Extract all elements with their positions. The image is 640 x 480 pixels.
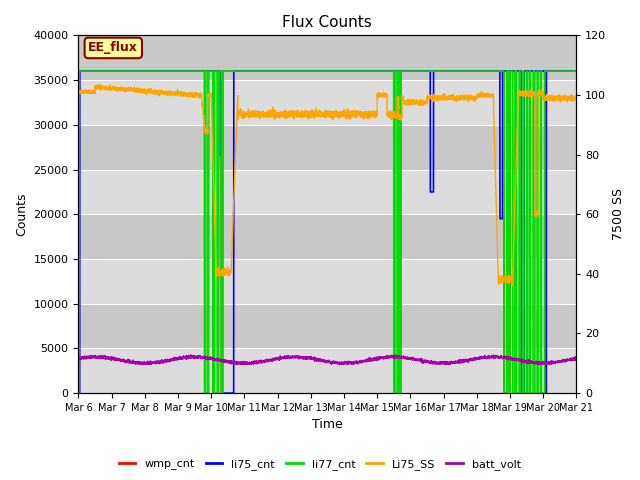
Y-axis label: 7500 SS: 7500 SS: [612, 188, 625, 240]
Bar: [79, 169, 576, 214]
Bar: [79, 80, 576, 125]
Title: Flux Counts: Flux Counts: [282, 15, 372, 30]
X-axis label: Time: Time: [312, 419, 343, 432]
Legend: wmp_cnt, li75_cnt, li77_cnt, Li75_SS, batt_volt: wmp_cnt, li75_cnt, li77_cnt, Li75_SS, ba…: [115, 455, 525, 474]
Bar: [79, 36, 576, 80]
Y-axis label: Counts: Counts: [15, 192, 28, 236]
Bar: [79, 214, 576, 259]
Bar: [79, 304, 576, 348]
Bar: [79, 259, 576, 304]
Bar: [79, 348, 576, 393]
Text: EE_flux: EE_flux: [88, 41, 138, 54]
Bar: [79, 125, 576, 169]
